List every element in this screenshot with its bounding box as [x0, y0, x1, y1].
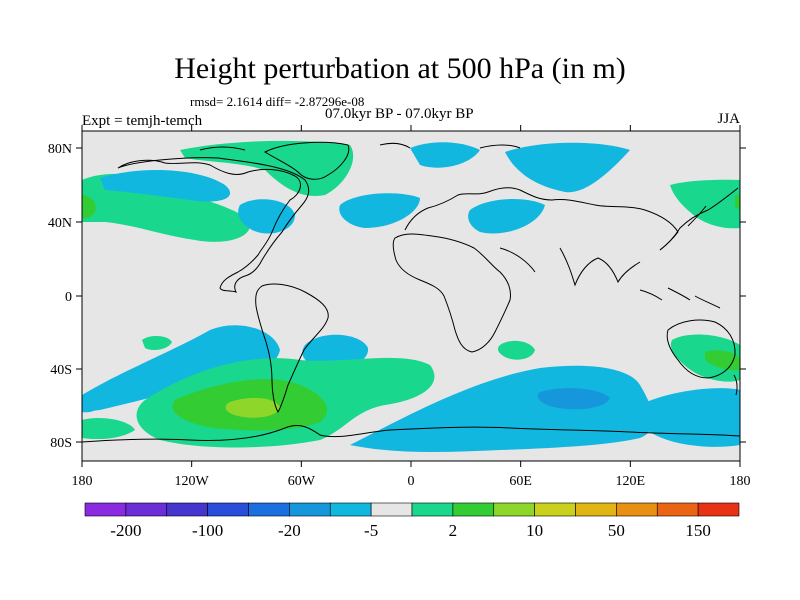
field-southeast-pacific-green	[142, 336, 172, 350]
colorbar-swatch	[493, 502, 535, 517]
colorbar-swatch	[207, 502, 249, 517]
field-alaska-low	[100, 169, 231, 202]
colorbar-label: -20	[278, 521, 301, 540]
coast-north-america	[117, 157, 310, 293]
latitude-axis: 80N 40N 0 40S 80S	[48, 142, 746, 451]
colorbar-label: -200	[110, 521, 141, 540]
colorbar-swatch	[329, 502, 372, 517]
latitude-tick-label: 40S	[50, 363, 72, 378]
field-southern-ocean-core	[225, 397, 280, 418]
colorbar-label: -5	[364, 521, 378, 540]
field-siberia-low	[505, 142, 630, 193]
colorbar-swatch	[697, 502, 740, 517]
field-north-america-low	[238, 199, 295, 234]
colorbar-swatch	[166, 502, 208, 517]
colorbar-swatch	[534, 502, 576, 517]
colorbar-label: 2	[449, 521, 458, 540]
coast-australia	[666, 319, 736, 379]
colorbar-swatch	[84, 502, 127, 517]
latitude-tick-label: 0	[65, 290, 72, 305]
field-far-west-south	[82, 396, 99, 413]
colorbar-swatch	[575, 502, 617, 517]
period-label: 07.0kyr BP - 07.0kyr BP	[325, 106, 474, 122]
coast-antarctica	[82, 425, 740, 443]
longitude-tick-label: 180	[72, 474, 93, 489]
longitude-tick-label: 120E	[616, 474, 646, 489]
coastlines	[82, 141, 740, 443]
field-south-west-green	[82, 418, 135, 440]
colorbar-swatch	[248, 502, 290, 517]
colorbar-label: 50	[608, 521, 625, 540]
experiment-label: Expt = temjh-temch	[82, 113, 203, 129]
field-south-pacific-east	[82, 325, 280, 412]
field-west-edge	[82, 195, 96, 219]
field-northwest-pacific	[670, 179, 740, 229]
field-south-africa-green	[497, 340, 535, 360]
stats-label: rmsd= 2.1614 diff= -2.87296e-08	[190, 94, 365, 109]
coast-new-zealand	[733, 374, 738, 396]
longitude-tick-label: 60E	[509, 474, 532, 489]
coast-maritime-continent	[639, 287, 721, 309]
coast-africa	[392, 233, 511, 353]
colorbar-swatch	[125, 502, 168, 517]
longitude-axis: 180 120W 60W 0 60E 120E 180	[72, 125, 751, 489]
longitude-tick-label: 60W	[288, 474, 316, 489]
colorbar-label: -100	[192, 521, 223, 540]
season-label: JJA	[717, 111, 740, 127]
field-greenland	[180, 140, 354, 196]
coast-greenland	[263, 141, 350, 180]
longitude-tick-label: 0	[408, 474, 415, 489]
coast-south-america	[255, 283, 329, 414]
coast-arctic-islands	[199, 142, 521, 151]
colorbar-swatch	[289, 502, 331, 517]
colorbar-label: 150	[685, 521, 711, 540]
latitude-tick-label: 80S	[50, 436, 72, 451]
longitude-tick-label: 180	[730, 474, 751, 489]
colorbar-swatch	[452, 502, 495, 517]
colorbar-swatch	[656, 502, 699, 517]
colorbar-swatch	[411, 502, 454, 517]
map-title: Height perturbation at 500 hPa (in m)	[174, 52, 626, 85]
coast-europe	[404, 187, 679, 251]
coast-south-asia	[499, 247, 641, 287]
anomaly-fields	[82, 140, 740, 453]
coast-east-asia	[659, 187, 739, 251]
latitude-tick-label: 40N	[48, 216, 72, 231]
field-northwest-pacific-core	[735, 195, 740, 210]
field-north-atlantic-low	[339, 193, 420, 228]
colorbar-swatch	[370, 502, 413, 517]
field-south-indian-core	[537, 388, 610, 410]
coast-japan	[687, 205, 707, 227]
latitude-tick-label: 80N	[48, 142, 72, 157]
field-arctic-low	[410, 142, 480, 168]
longitude-tick-label: 120W	[175, 474, 210, 489]
colorbar-swatch	[616, 502, 658, 517]
colorbar: -200 -100 -20 -5 2 10 50 150	[84, 502, 740, 540]
field-southwest-pacific-low	[638, 388, 740, 447]
field-europe-low	[468, 198, 545, 234]
colorbar-label: 10	[526, 521, 543, 540]
